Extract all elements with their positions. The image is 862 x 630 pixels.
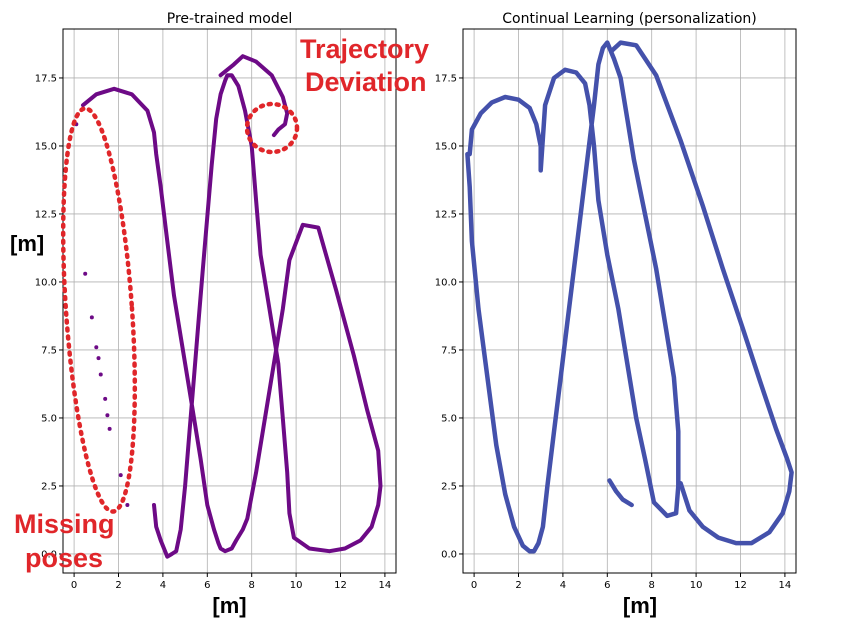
y-tick-label: 2.5	[41, 481, 57, 492]
left-x-unit: [m]	[212, 593, 246, 618]
deviation-annotation: Deviation	[305, 67, 427, 97]
pose-point	[103, 396, 108, 401]
right-x-unit: [m]	[623, 593, 657, 618]
trajectory-line	[607, 478, 634, 508]
y-tick-label: 2.5	[441, 481, 457, 492]
pose-point	[98, 372, 103, 377]
missing-annotation: Missing	[14, 509, 115, 539]
pose-point	[125, 503, 130, 507]
chart-title-left: Pre-trained model	[167, 11, 292, 27]
x-tick-label: 14	[779, 580, 792, 591]
y-tick-label: 7.5	[441, 345, 457, 356]
plot-frame-left	[62, 28, 397, 574]
y-tick-label: 15.0	[35, 141, 57, 152]
x-tick-label: 4	[160, 580, 166, 591]
x-tick-label: 8	[649, 580, 655, 591]
continual-plot: 0 2 4 6 8 10 12 140.02.55.07.510.012.515.017.5 …	[435, 11, 797, 591]
y-tick-label: 15.0	[435, 141, 457, 152]
x-tick-label: 6	[604, 580, 610, 591]
left-y-unit: [m]	[10, 231, 44, 256]
x-tick-label: 2	[115, 580, 121, 591]
y-tick-label: 0.0	[441, 549, 457, 560]
x-tick-label: 8	[249, 580, 255, 591]
pretrained-plot: 0 2 4 6 8 10 12 140.02.55.07.510.012.515.017.5 …	[35, 11, 397, 591]
y-tick-label: 5.0	[41, 413, 57, 424]
pose-point	[83, 271, 88, 276]
y-tick-label: 12.5	[35, 209, 57, 220]
missing-poses-callout-ellipse	[60, 106, 138, 514]
trajectory-line	[465, 40, 681, 554]
plot-frame-right	[462, 28, 797, 574]
pose-point	[105, 413, 110, 418]
x-tick-label: 4	[560, 580, 566, 591]
y-tick-label: 17.5	[35, 73, 57, 84]
x-tick-label: 12	[334, 580, 347, 591]
trajectory-line	[218, 54, 290, 138]
y-tick-label: 0.0	[41, 549, 57, 560]
x-tick-label: 0	[471, 580, 477, 591]
pose-point	[96, 356, 101, 361]
series-left	[74, 54, 383, 559]
trajectory-line	[609, 40, 794, 546]
pose-point	[89, 315, 94, 320]
poses-annotation: poses	[25, 543, 103, 573]
y-tick-label: 12.5	[435, 209, 457, 220]
chart-title-right: Continual Learning (personalization)	[502, 11, 757, 27]
x-tick-label: 14	[379, 580, 392, 591]
grid-left	[63, 29, 396, 573]
x-tick-label: 10	[690, 580, 703, 591]
x-tick-label: 0	[71, 580, 77, 591]
pose-point	[94, 345, 99, 350]
ticks-left: 0 2 4 6 8 10 12 14 0.0 2.5 5.0 7.5 10.0 12.5 15.0 17.5	[35, 73, 392, 591]
y-tick-label: 5.0	[441, 413, 457, 424]
x-tick-label: 12	[734, 580, 747, 591]
x-tick-label: 10	[290, 580, 303, 591]
x-tick-label: 6	[204, 580, 210, 591]
y-tick-label: 10.0	[35, 277, 57, 288]
y-tick-label: 7.5	[41, 345, 57, 356]
pose-point	[118, 473, 123, 478]
series-right	[465, 40, 794, 554]
grid-right	[463, 29, 796, 573]
y-tick-label: 10.0	[435, 277, 457, 288]
x-tick-label: 2	[515, 580, 521, 591]
trajectory-line	[81, 73, 383, 559]
y-tick-label: 17.5	[435, 73, 457, 84]
deviation-callout-circle	[244, 101, 300, 155]
pose-point	[107, 426, 112, 431]
ticks-right: 0 2 4 6 8 10 12 14 0.0 2.5 5.0 7.5 10.0 12.5 15.0 17.5	[435, 73, 792, 591]
trajectory-annotation: Trajectory	[300, 34, 429, 64]
